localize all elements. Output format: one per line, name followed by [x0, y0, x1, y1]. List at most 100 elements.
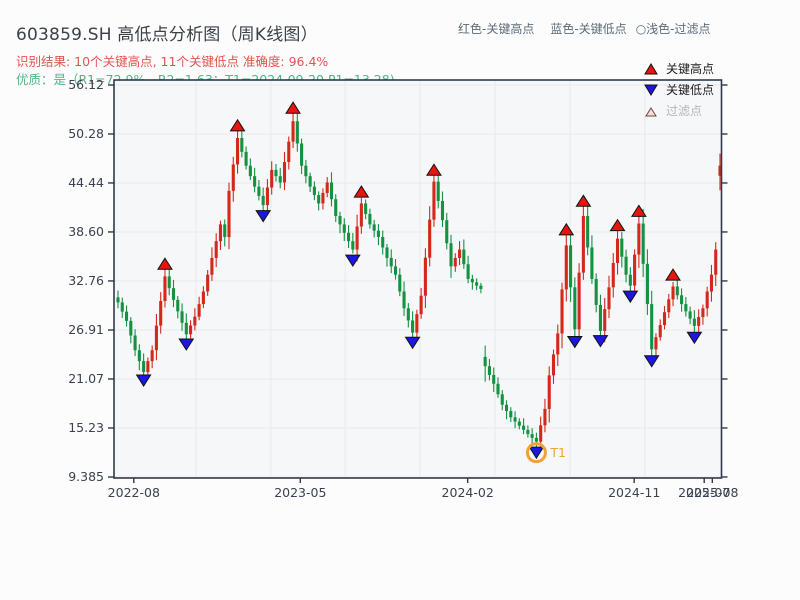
candle-body	[423, 257, 427, 296]
candle-body	[517, 421, 521, 426]
candle-body	[376, 230, 380, 237]
candle-body	[261, 195, 265, 206]
plot-legend-row-key-low: 关键低点	[644, 79, 714, 100]
candle-body	[364, 203, 368, 214]
candle-body	[680, 295, 684, 305]
candle-body	[500, 394, 504, 405]
key-low-marker	[643, 355, 660, 368]
y-tick-label: 21.07	[68, 371, 104, 386]
candle-body	[590, 247, 594, 279]
candle-body	[415, 314, 419, 333]
candle-body	[492, 374, 496, 384]
candle-body	[654, 337, 658, 350]
candle-body	[270, 169, 274, 188]
candle-body	[274, 169, 278, 177]
x-tick-label: 2025-07	[678, 485, 730, 500]
candle-body	[479, 285, 483, 289]
candle-body	[650, 304, 654, 350]
candle-body	[534, 437, 538, 442]
candle-body	[329, 182, 334, 200]
key-high-marker	[157, 257, 173, 270]
candle-body	[312, 186, 316, 196]
candle-body	[197, 304, 201, 317]
y-tick-label: 9.385	[68, 469, 104, 484]
candle-body	[615, 238, 620, 263]
candle-body	[581, 216, 585, 273]
plot-legend-label: 关键高点	[666, 62, 715, 76]
candle-body	[359, 203, 363, 227]
key-low-marker	[178, 338, 195, 351]
candle-body	[154, 325, 158, 351]
candle-body	[556, 333, 560, 355]
candle-body	[393, 266, 398, 275]
candle-body	[483, 356, 487, 367]
candle-body	[513, 417, 517, 422]
key-low-marker	[592, 335, 609, 348]
y-tick-label: 44.44	[68, 175, 104, 190]
candle-body	[150, 350, 154, 362]
candle-body	[667, 299, 671, 313]
candle-body	[223, 224, 227, 237]
key-high-marker	[285, 101, 301, 114]
y-tick-label: 26.91	[68, 322, 104, 337]
key-high-marker	[575, 194, 592, 207]
candle-body	[526, 429, 530, 435]
y-tick-label: 50.28	[68, 126, 104, 141]
candle-body	[598, 304, 603, 331]
candle-body	[176, 299, 180, 312]
legend-red-key-high: 红色-关键高点	[458, 22, 535, 36]
candle-body	[432, 181, 436, 220]
candle-body	[129, 320, 133, 336]
candle-body	[317, 195, 321, 204]
candle-body	[402, 291, 406, 309]
y-tick-label: 32.76	[68, 273, 104, 288]
key-low-marker	[404, 336, 421, 350]
candle-body	[304, 165, 308, 177]
candle-body	[620, 238, 624, 257]
candle-body	[171, 288, 176, 300]
key-low-marker	[686, 331, 703, 345]
subtitle-recognition-result: 识别结果: 10个关键高点, 11个关键低点 准确度: 96.4%	[16, 54, 329, 69]
candle-body	[522, 425, 526, 430]
candle-body	[146, 361, 150, 373]
plot-legend-row-key-high: 关键高点	[644, 58, 714, 79]
candle-body	[607, 287, 611, 310]
plot-legend-row-filtered: 过滤点	[644, 100, 714, 121]
candle-body	[142, 361, 146, 373]
candle-body	[419, 295, 423, 315]
candle-body	[641, 223, 645, 264]
plot-legend: 关键高点 关键低点 过滤点	[644, 58, 714, 121]
candle-body	[645, 263, 649, 305]
candle-body	[300, 143, 304, 166]
candle-body	[436, 181, 440, 201]
candle-body	[235, 138, 240, 165]
key-low-marker	[622, 290, 639, 304]
key-low-marker	[344, 254, 361, 268]
candle-body	[449, 243, 453, 267]
candle-body	[385, 247, 389, 258]
candle-body	[248, 165, 252, 177]
candle-body	[662, 312, 667, 326]
t1-label: T1	[549, 445, 566, 460]
key-high-marker	[353, 185, 370, 198]
triangle-up-icon	[644, 62, 658, 74]
candle-body	[504, 404, 509, 412]
candle-body	[466, 264, 470, 279]
candle-body	[458, 249, 462, 258]
candle-body	[231, 164, 235, 191]
candle-body	[684, 304, 688, 312]
key-low-marker	[566, 335, 583, 349]
candle-body	[368, 213, 372, 225]
candle-body	[295, 121, 299, 144]
candle-body	[206, 274, 210, 292]
candle-body	[406, 308, 410, 321]
candle-body	[163, 276, 167, 302]
candle-body	[475, 282, 479, 286]
candle-body	[633, 254, 637, 286]
key-low-marker	[135, 374, 152, 387]
candle-body	[586, 216, 590, 248]
candle-body	[180, 311, 184, 323]
candle-body	[287, 141, 291, 163]
plot-legend-label: 过滤点	[666, 104, 703, 118]
candle-body	[624, 256, 628, 275]
